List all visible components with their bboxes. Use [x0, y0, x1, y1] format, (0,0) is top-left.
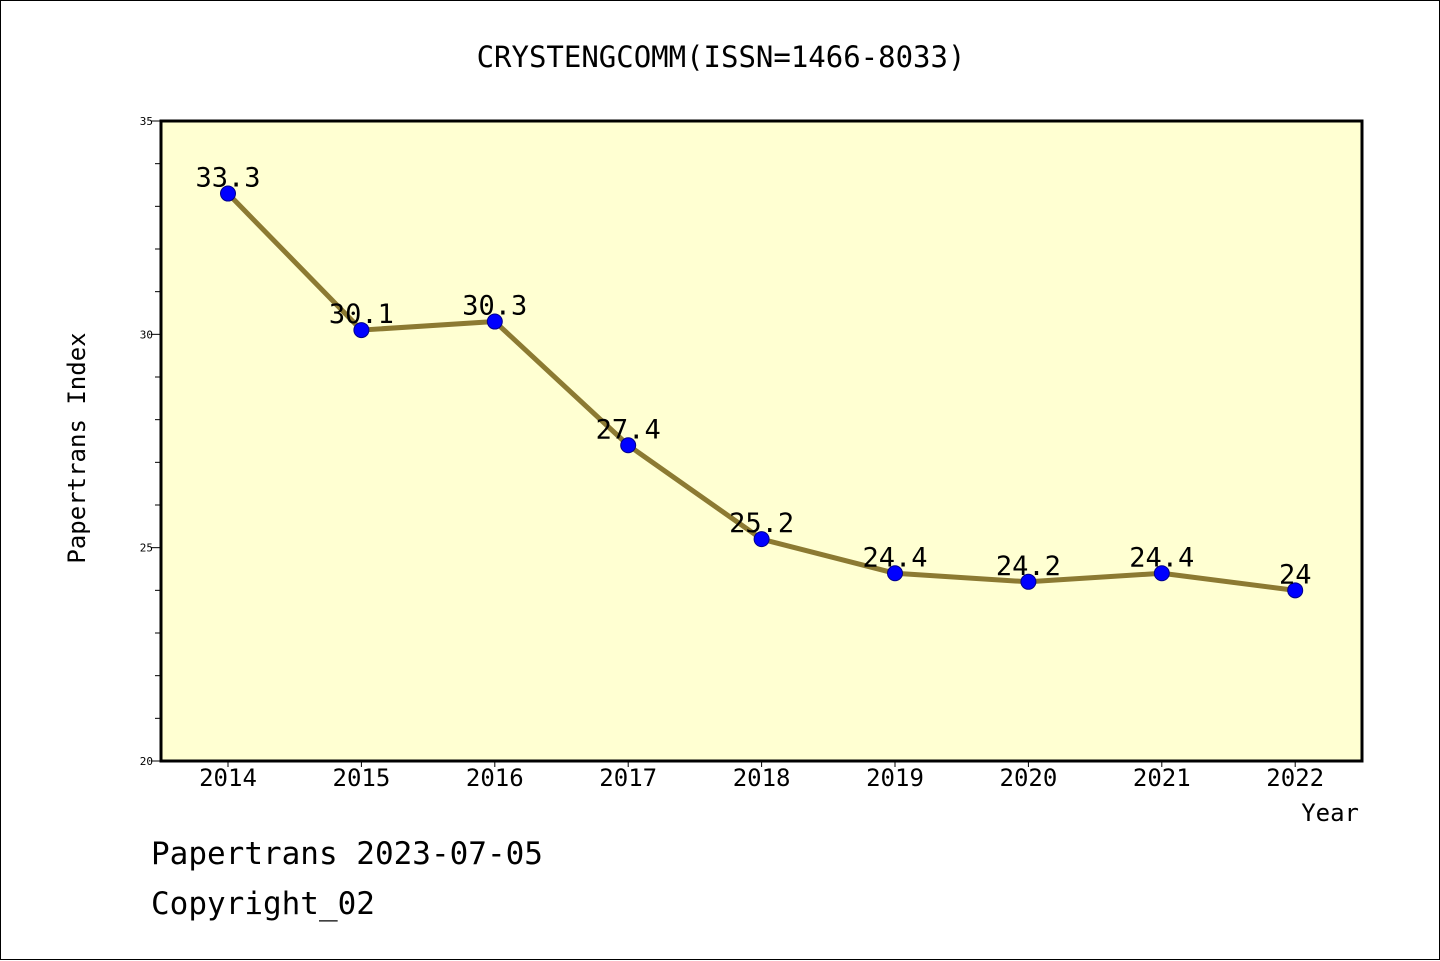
- data-point: [1020, 573, 1037, 590]
- data-point: [620, 437, 637, 454]
- x-axis-title: Year: [1301, 799, 1359, 827]
- footer-copyright: Copyright_02: [151, 886, 375, 922]
- data-point: [486, 313, 503, 330]
- chart-title: CRYSTENGCOMM(ISSN=1466-8033): [477, 40, 966, 74]
- plot-area: [159, 119, 1364, 763]
- x-axis: 2014 2015 2016 2017 2018 2019 2020 2021 2022: [199, 761, 1324, 792]
- y-axis-title: Papertrans Index: [63, 332, 91, 563]
- x-tick-label: 2016: [466, 764, 524, 792]
- x-tick-label: 2014: [199, 764, 257, 792]
- x-tick-label: 2015: [333, 764, 391, 792]
- data-labels: 33.3 30.1 30.3 27.4 25.2 24.4 24.2 24.4 24: [195, 163, 1311, 591]
- data-label: 24: [1279, 559, 1312, 590]
- y-tick-label: 20: [140, 755, 153, 768]
- data-point: [887, 565, 903, 582]
- data-label: 30.1: [329, 299, 394, 330]
- y-tick-label: 25: [140, 542, 153, 555]
- data-label: 24.4: [862, 542, 927, 573]
- x-tick-label: 2017: [599, 764, 657, 792]
- data-point: [353, 322, 370, 339]
- y-tick-label: 35: [140, 115, 153, 128]
- data-point: [220, 185, 236, 202]
- data-point: [753, 531, 770, 548]
- x-tick-label: 2020: [1000, 764, 1058, 792]
- data-label: 25.2: [729, 508, 794, 539]
- data-label: 33.3: [195, 163, 260, 194]
- data-label: 27.4: [596, 414, 661, 445]
- data-label: 30.3: [462, 291, 527, 322]
- y-tick-label: 30: [140, 328, 153, 341]
- data-point: [1153, 565, 1170, 582]
- x-tick-label: 2022: [1266, 764, 1324, 792]
- data-markers: [220, 185, 1304, 599]
- data-point: [1287, 582, 1304, 599]
- data-label: 24.4: [1129, 542, 1194, 573]
- footer-date: Papertrans 2023-07-05: [151, 836, 543, 872]
- x-tick-label: 2021: [1133, 764, 1191, 792]
- x-tick-label: 2019: [866, 764, 924, 792]
- data-label: 24.2: [996, 551, 1061, 582]
- y-axis: 20 25 30 35: [140, 115, 161, 768]
- x-tick-label: 2018: [733, 764, 791, 792]
